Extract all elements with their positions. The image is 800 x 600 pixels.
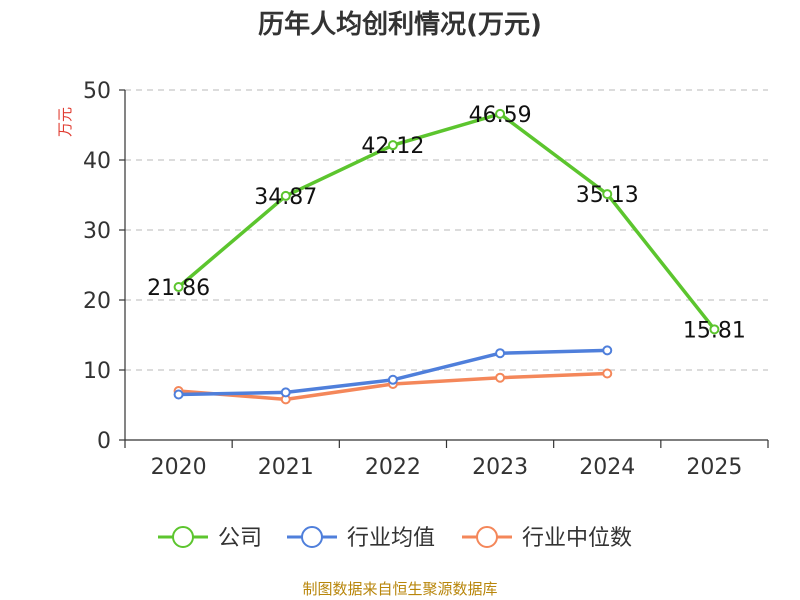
legend-swatch-marker bbox=[476, 526, 498, 548]
x-tick-label: 2021 bbox=[258, 455, 314, 480]
data-point bbox=[280, 190, 291, 201]
data-label: 46.59 bbox=[469, 103, 532, 128]
y-tick-label: 20 bbox=[83, 289, 111, 314]
x-tick-label: 2025 bbox=[686, 455, 742, 480]
y-tick-label: 40 bbox=[83, 149, 111, 174]
data-point bbox=[387, 374, 398, 385]
data-labels: 21.86 34.87 42.12 46.59 35.13 15.81 bbox=[147, 103, 746, 343]
axes: 0 10 20 30 40 50 2020 2021 2022 2023 2024 2025 bbox=[83, 79, 769, 480]
data-point bbox=[495, 108, 506, 119]
x-tick-label: 2024 bbox=[579, 455, 635, 480]
data-point bbox=[387, 140, 398, 151]
data-point bbox=[173, 281, 184, 292]
data-label: 21.86 bbox=[147, 276, 210, 301]
data-point bbox=[602, 345, 613, 356]
x-tick-label: 2020 bbox=[151, 455, 207, 480]
x-tick-label: 2023 bbox=[472, 455, 528, 480]
legend-label: 行业中位数 bbox=[522, 526, 632, 551]
data-label: 15.81 bbox=[683, 318, 746, 343]
series-layer bbox=[173, 108, 720, 405]
data-label: 35.13 bbox=[576, 183, 639, 208]
legend-swatch-marker bbox=[301, 526, 323, 548]
legend-label: 行业均值 bbox=[347, 526, 435, 551]
data-point bbox=[173, 389, 184, 400]
y-axis-label: 万元 bbox=[56, 107, 74, 137]
grid-lines bbox=[125, 89, 768, 371]
data-point bbox=[495, 348, 506, 359]
data-point bbox=[602, 368, 613, 379]
source-note: 制图数据来自恒生聚源数据库 bbox=[302, 580, 497, 598]
legend-label: 公司 bbox=[218, 526, 262, 551]
x-tick-label: 2022 bbox=[365, 455, 421, 480]
data-point bbox=[495, 372, 506, 383]
data-point bbox=[602, 189, 613, 200]
y-tick-label: 10 bbox=[83, 359, 111, 384]
data-label: 34.87 bbox=[254, 185, 317, 210]
series-line-0 bbox=[177, 112, 716, 331]
chart-title: 历年人均创利情况(万元) bbox=[258, 9, 542, 40]
legend-swatch-marker bbox=[172, 526, 194, 548]
y-tick-label: 50 bbox=[83, 79, 111, 104]
y-tick-label: 30 bbox=[83, 219, 111, 244]
data-point bbox=[709, 324, 720, 335]
legend: 公司 行业均值 行业中位数 bbox=[158, 526, 632, 551]
y-tick-label: 0 bbox=[97, 429, 111, 454]
data-point bbox=[280, 387, 291, 398]
data-label: 42.12 bbox=[361, 134, 424, 159]
